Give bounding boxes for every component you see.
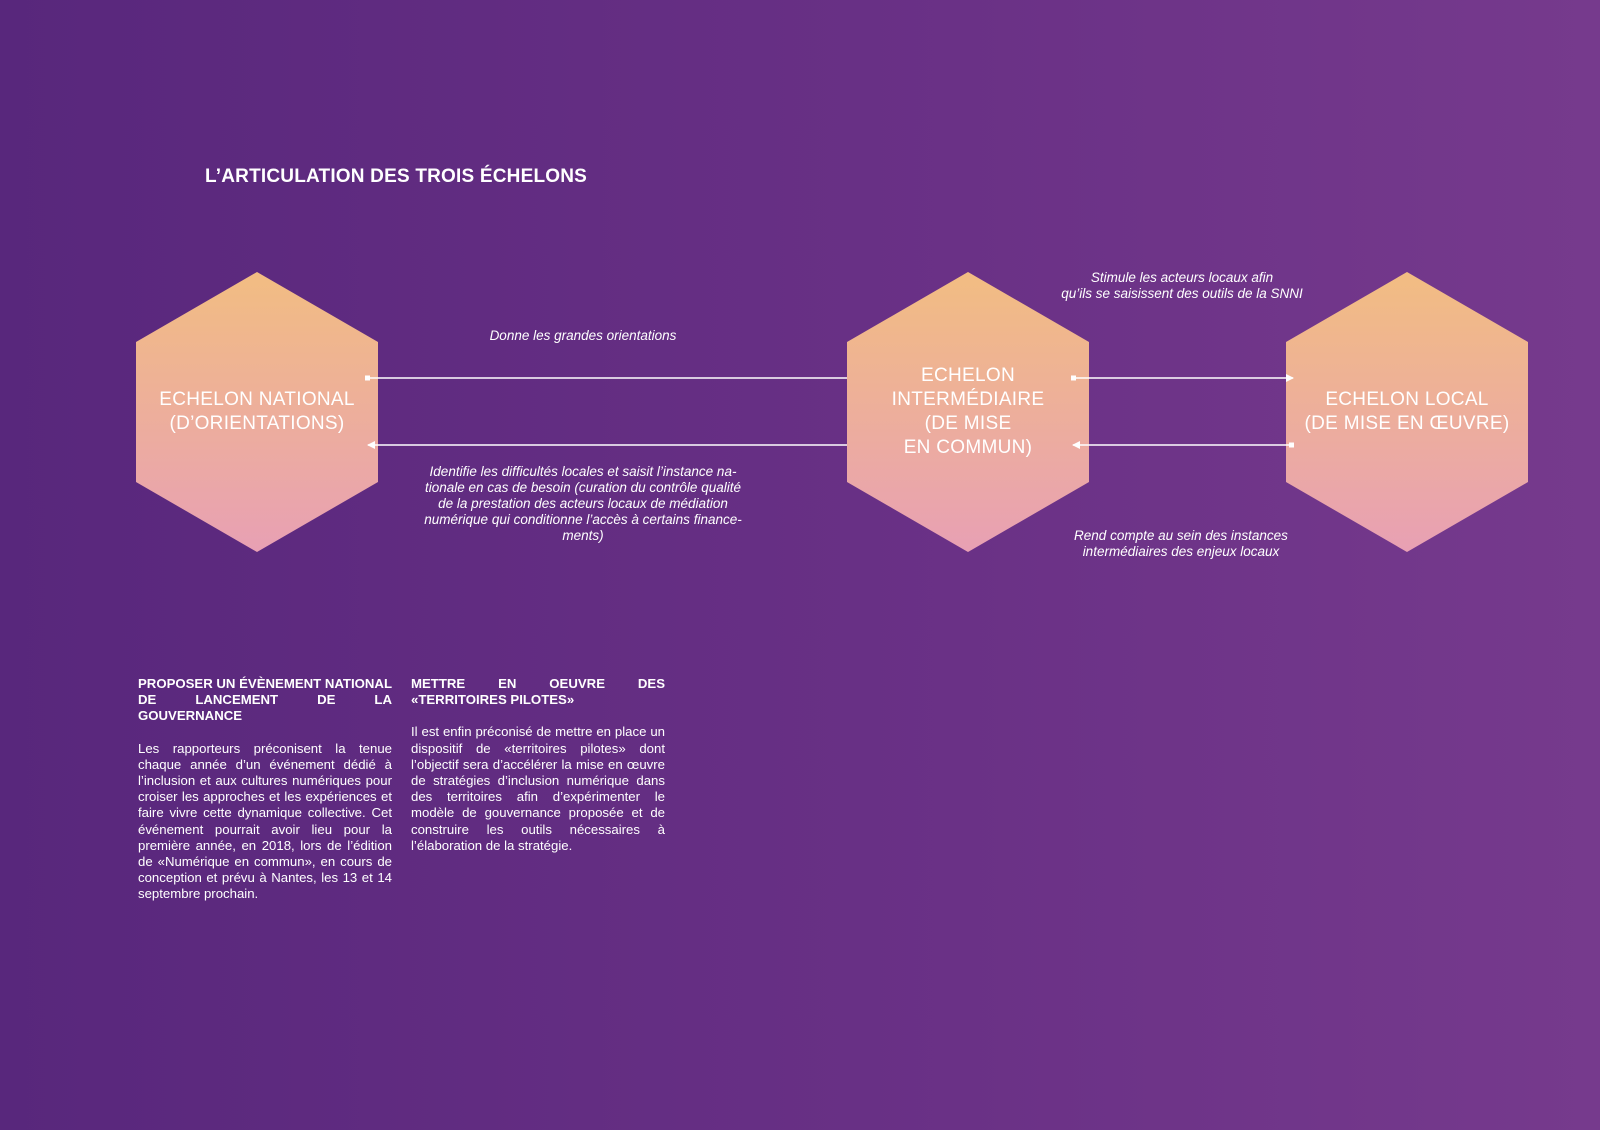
arrow-origin-dot xyxy=(365,375,370,381)
column-heading: METTRE EN OEUVRE DES «TERRITOIRES PILOTE… xyxy=(411,676,665,708)
hexagon-local xyxy=(1286,272,1528,552)
hexagon-local-label: ECHELON LOCAL (DE MISE EN ŒUVRE) xyxy=(1304,389,1510,434)
arrow-origin-dot xyxy=(1071,375,1076,381)
hexagon-national-label: ECHELON NATIONAL (D’ORIENTATIONS) xyxy=(159,389,355,434)
column-heading: PROPOSER UN ÉVÈNEMENT NATIONAL DE LANCEM… xyxy=(138,676,393,724)
hexagon-national xyxy=(136,272,378,552)
column-pilot-territories: METTRE EN OEUVRE DES «TERRITOIRES PILOTE… xyxy=(411,676,665,854)
caption-local-to-intermediate: Rend compte au sein des instances interm… xyxy=(1074,528,1288,559)
page-title: L’ARTICULATION DES TROIS ÉCHELONS xyxy=(205,166,588,187)
column-body: Les rapporteurs préconisent la tenue cha… xyxy=(138,740,392,902)
column-event: PROPOSER UN ÉVÈNEMENT NATIONAL DE LANCEM… xyxy=(138,676,392,903)
caption-intermediate-to-local: Stimule les acteurs locaux afin qu’ils s… xyxy=(1061,270,1303,301)
column-body: Il est enfin préconisé de mettre en plac… xyxy=(411,724,665,853)
hexagon-intermediate-label: ECHELON INTERMÉDIAIRE (DE MISE EN COMMUN… xyxy=(891,365,1045,458)
caption-intermediate-to-national: Identifie les difficultés locales et sai… xyxy=(424,464,742,543)
hexagon-intermediate xyxy=(847,272,1089,552)
caption-national-to-intermediate: Donne les grandes orientations xyxy=(489,328,677,343)
arrow-origin-dot xyxy=(1289,442,1294,448)
